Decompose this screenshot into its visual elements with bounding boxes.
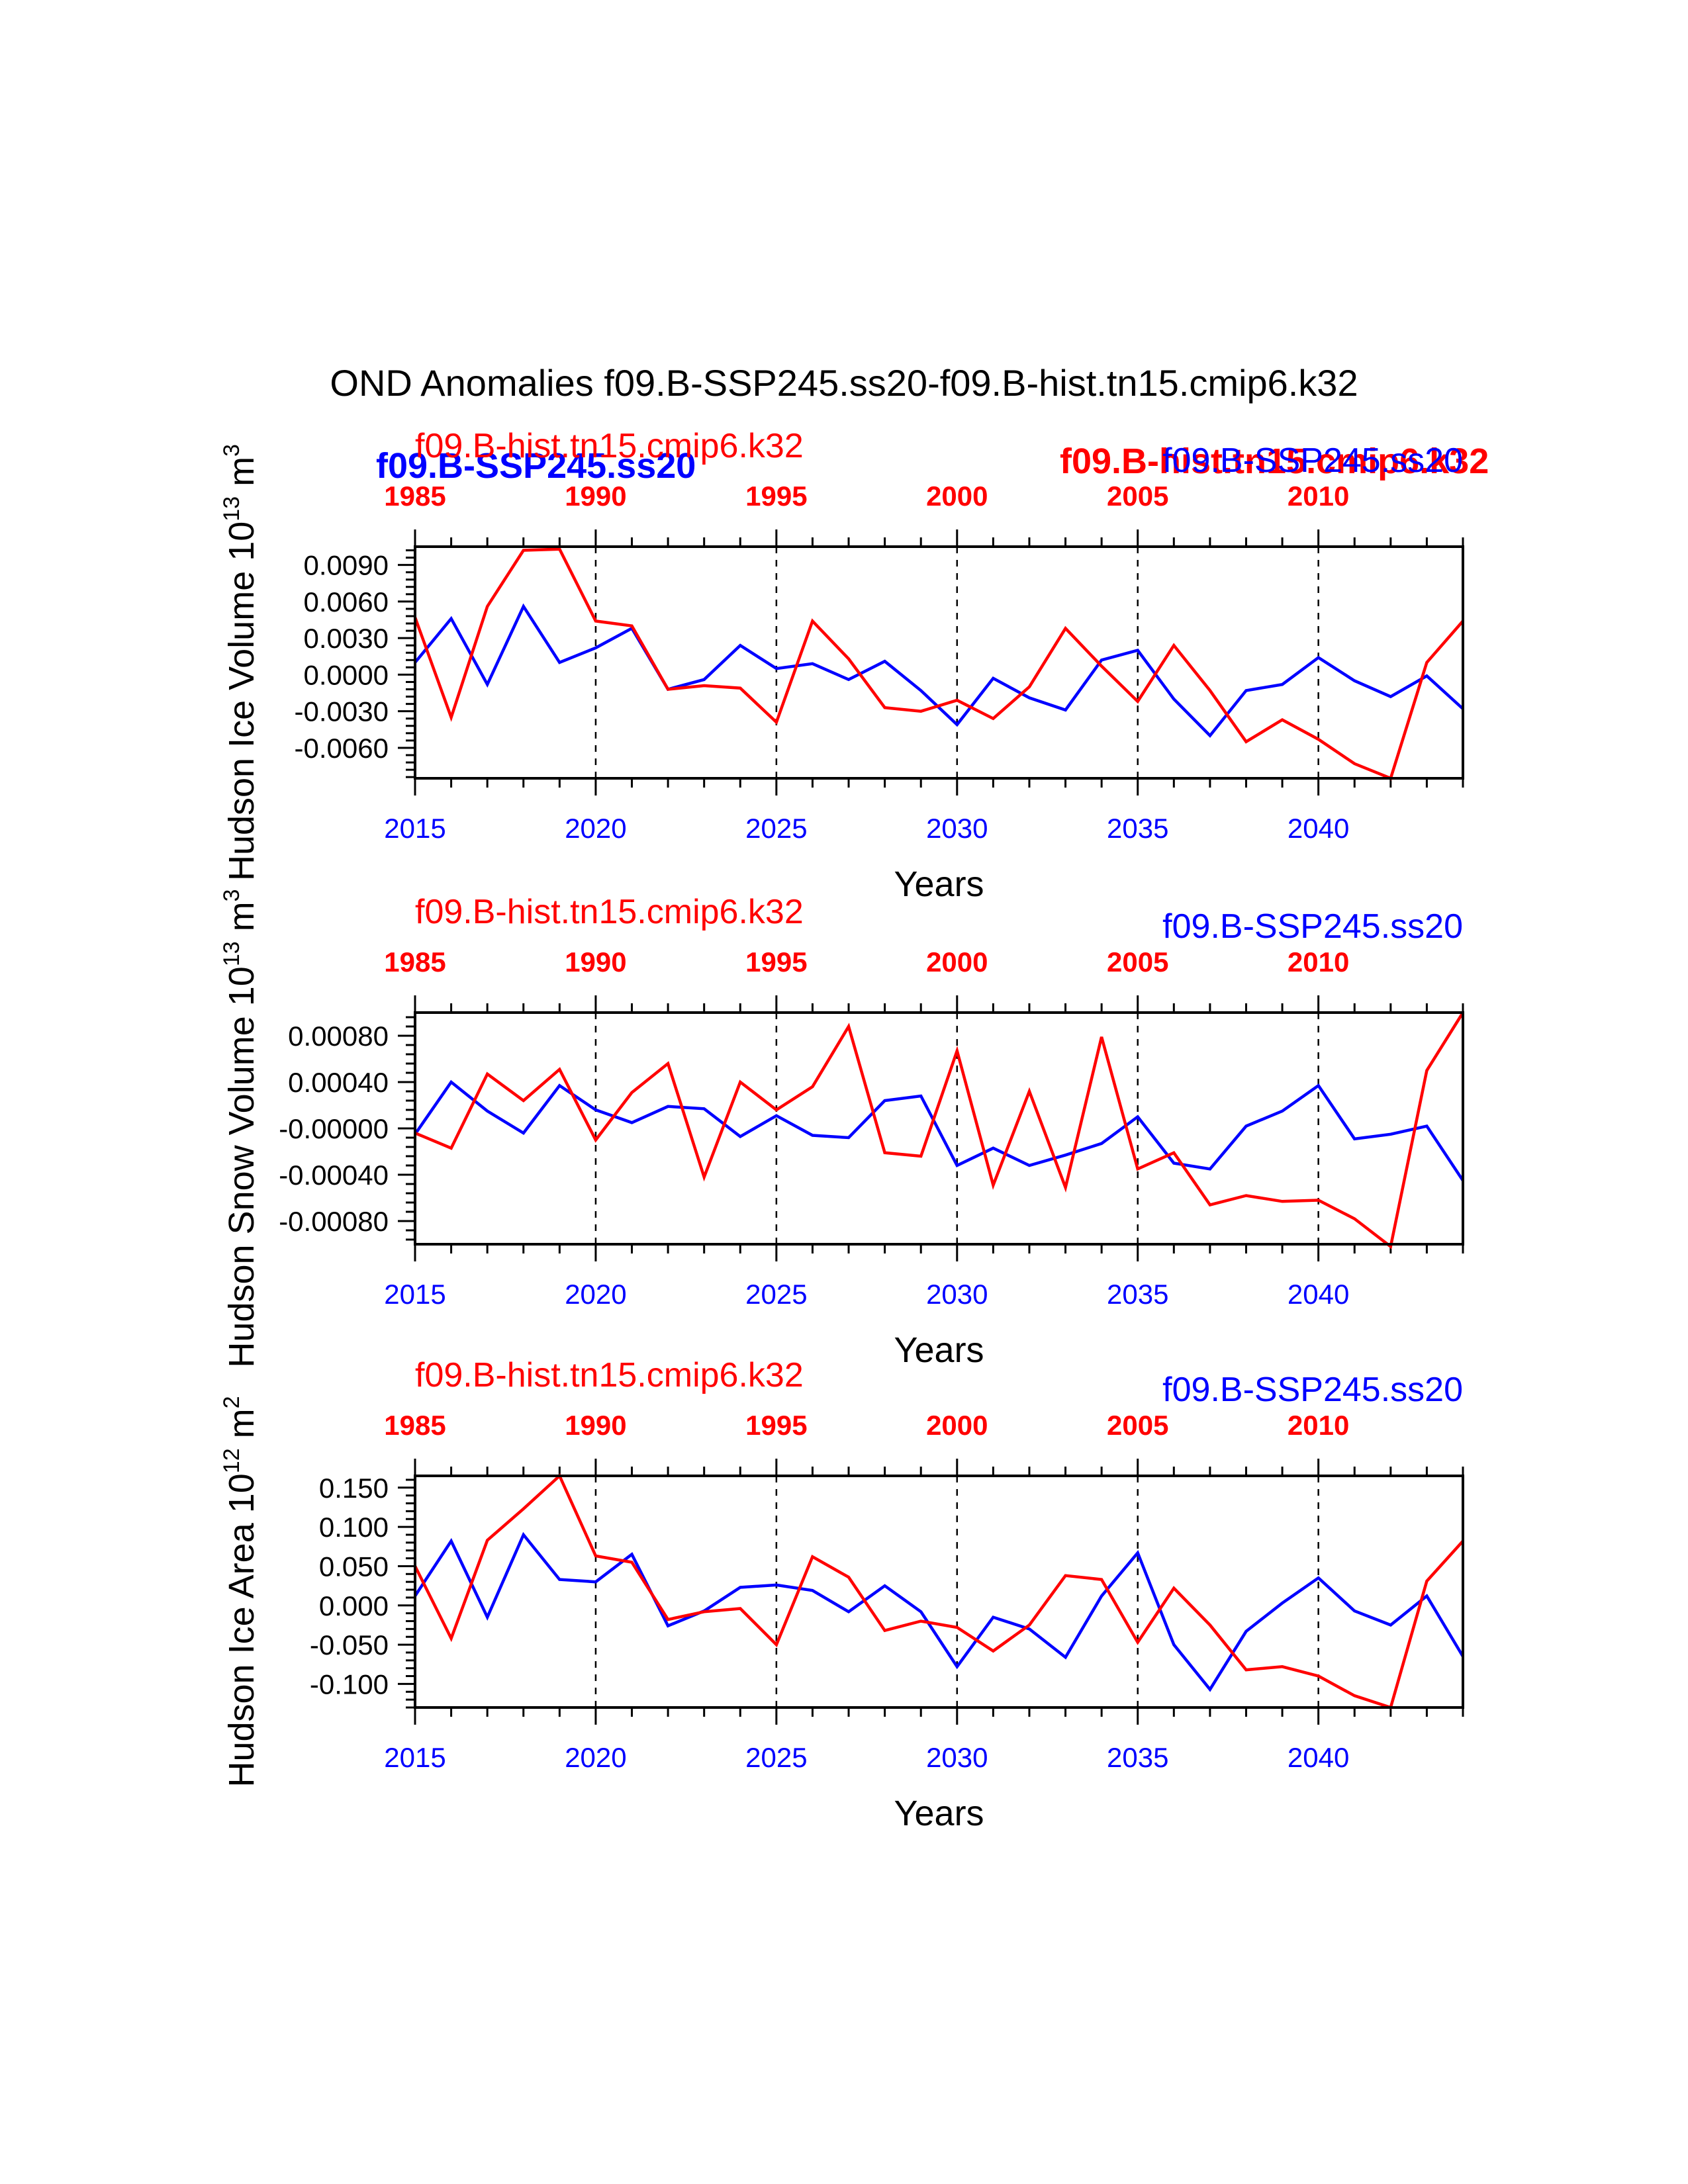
series-label-hist: f09.B-hist.tn15.cmip6.k32 bbox=[415, 1356, 804, 1394]
y-axis-title-part: m bbox=[222, 901, 261, 931]
y-tick-label: 0.100 bbox=[319, 1512, 389, 1543]
plot-frame bbox=[414, 1011, 1464, 1246]
x-tick-label-top: 1995 bbox=[745, 1410, 807, 1441]
x-tick-label-top: 1985 bbox=[384, 480, 445, 512]
series-line-hist bbox=[413, 547, 1464, 781]
x-tick-label-top: 1990 bbox=[565, 946, 626, 978]
y-tick-label: -0.00040 bbox=[279, 1160, 389, 1191]
y-tick-label: -0.0060 bbox=[295, 733, 389, 764]
y-tick-label: -0.050 bbox=[310, 1629, 389, 1661]
y-axis-title-part: 12 bbox=[219, 1448, 244, 1473]
x-tick-label-bottom: 2040 bbox=[1288, 1742, 1349, 1773]
x-tick-label-top: 1990 bbox=[565, 1410, 626, 1441]
y-axis-title: Hudson Ice Area 1012 m2 bbox=[219, 1396, 261, 1787]
series-label-ssp: f09.B-SSP245.ss20 bbox=[1162, 907, 1463, 946]
y-tick-label: -0.0030 bbox=[295, 696, 389, 727]
series-label-hist: f09.B-hist.tn15.cmip6.k32 bbox=[415, 893, 804, 931]
y-axis-title-part: 2 bbox=[219, 1396, 244, 1408]
x-tick-label-top: 1985 bbox=[384, 1410, 445, 1441]
y-tick-label: 0.0030 bbox=[304, 623, 389, 654]
y-axis-title-part: Hudson Ice Volume 10 bbox=[222, 522, 261, 881]
x-tick-label-bottom: 2015 bbox=[384, 1742, 445, 1773]
panel-snow-volume: 0.00080 0.00040 -0.00000 -0.00040 -0.00080 20… bbox=[219, 889, 1464, 1370]
x-tick-label-bottom: 2030 bbox=[926, 1742, 988, 1773]
x-tick-label-bottom: 2025 bbox=[745, 1742, 807, 1773]
x-tick-label-bottom: 2015 bbox=[384, 1279, 445, 1310]
x-tick-label-bottom: 2030 bbox=[926, 813, 988, 844]
y-axis-title-part: m bbox=[222, 457, 261, 486]
y-tick-label: 0.00040 bbox=[288, 1067, 389, 1098]
series-line-ssp245 bbox=[414, 1079, 1464, 1182]
y-axis-title: Hudson Snow Volume 1013 m3 bbox=[219, 889, 261, 1367]
x-tick-label-top: 1995 bbox=[745, 946, 807, 978]
overlay-label-hist: f09.B-hist.tn15.cmip6.k32 bbox=[1060, 441, 1489, 481]
plot-frame bbox=[414, 1475, 1464, 1709]
x-tick-label-bottom: 2035 bbox=[1107, 1279, 1168, 1310]
y-tick-label: 0.0000 bbox=[304, 659, 389, 690]
x-tick-label-top: 2000 bbox=[926, 1410, 988, 1441]
y-tick-label: -0.00000 bbox=[279, 1113, 389, 1144]
plot-frame bbox=[414, 545, 1464, 780]
y-axis-title-part: 13 bbox=[219, 941, 244, 966]
x-axis-title: Years bbox=[894, 1330, 984, 1370]
overlay-label-ssp: f09.B-SSP245.ss20 bbox=[376, 446, 696, 486]
x-tick-label-top: 1995 bbox=[745, 480, 807, 512]
x-tick-label-top: 2000 bbox=[926, 480, 988, 512]
y-tick-label: 0.000 bbox=[319, 1590, 389, 1621]
y-axis-title: Hudson Ice Volume 1013 m3 bbox=[219, 444, 261, 881]
y-axis-title-part: Hudson Snow Volume 10 bbox=[222, 966, 261, 1367]
series-line-hist bbox=[414, 1011, 1464, 1250]
x-tick-label-top: 2005 bbox=[1107, 480, 1168, 512]
y-tick-label: 0.150 bbox=[319, 1473, 389, 1504]
y-tick-label: 0.050 bbox=[319, 1551, 389, 1582]
x-axis-title: Years bbox=[894, 1794, 984, 1833]
x-tick-label-top: 2000 bbox=[926, 946, 988, 978]
y-axis-title-space bbox=[222, 486, 261, 496]
x-tick-label-top: 2010 bbox=[1288, 946, 1349, 978]
panel-ice-area: 0.150 0.100 0.050 0.000 -0.050 -0.100 2015 2020… bbox=[219, 1356, 1464, 1833]
x-tick-label-top: 2005 bbox=[1107, 946, 1168, 978]
series-line-ssp245 bbox=[414, 603, 1464, 738]
x-tick-label-bottom: 2035 bbox=[1107, 813, 1168, 844]
series-line-hist bbox=[413, 1473, 1464, 1709]
x-tick-label-top: 2010 bbox=[1288, 480, 1349, 512]
y-tick-label: -0.100 bbox=[310, 1668, 389, 1700]
x-tick-label-bottom: 2025 bbox=[745, 813, 807, 844]
y-axis-title-part: 13 bbox=[219, 496, 244, 522]
x-tick-label-top: 2005 bbox=[1107, 1410, 1168, 1441]
y-axis-title-space bbox=[222, 1438, 261, 1448]
figure-title: OND Anomalies f09.B-SSP245.ss20-f09.B-hi… bbox=[330, 362, 1358, 404]
x-tick-label-bottom: 2035 bbox=[1107, 1742, 1168, 1773]
y-tick-label: 0.0090 bbox=[304, 550, 389, 581]
x-tick-label-top: 1990 bbox=[565, 480, 626, 512]
x-tick-label-bottom: 2020 bbox=[565, 1742, 626, 1773]
series-label-hist: f09.B-hist.tn15.cmip6.k32 bbox=[415, 427, 804, 465]
y-tick-label: 0.00080 bbox=[288, 1021, 389, 1052]
x-tick-label-bottom: 2020 bbox=[565, 1279, 626, 1310]
y-axis-title-part: Hudson Ice Area 10 bbox=[222, 1473, 261, 1787]
series-line-ssp245 bbox=[414, 1531, 1464, 1692]
y-axis-title-part: 3 bbox=[219, 444, 244, 457]
y-axis-title-part: 3 bbox=[219, 889, 244, 901]
x-tick-label-bottom: 2040 bbox=[1288, 813, 1349, 844]
y-tick-label: 0.0060 bbox=[304, 586, 389, 617]
y-tick-label: -0.00080 bbox=[279, 1206, 389, 1237]
series-label-ssp: f09.B-SSP245.ss20 bbox=[1162, 1371, 1463, 1409]
x-tick-label-bottom: 2015 bbox=[384, 813, 445, 844]
y-axis-title-space bbox=[222, 931, 261, 941]
x-tick-label-bottom: 2030 bbox=[926, 1279, 988, 1310]
x-tick-label-top: 2010 bbox=[1288, 1410, 1349, 1441]
y-axis-title-part: m bbox=[222, 1408, 261, 1438]
x-tick-label-bottom: 2020 bbox=[565, 813, 626, 844]
series-label-ssp: f09.B-SSP245.ss20 bbox=[1162, 441, 1463, 480]
x-tick-label-bottom: 2025 bbox=[745, 1279, 807, 1310]
x-axis-title: Years bbox=[894, 864, 984, 904]
x-tick-label-top: 1985 bbox=[384, 946, 445, 978]
panel-ice-volume: 0.0090 0.0060 0.0030 0.0000 -0.0030 -0.0060 20… bbox=[219, 427, 1464, 904]
x-tick-label-bottom: 2040 bbox=[1288, 1279, 1349, 1310]
